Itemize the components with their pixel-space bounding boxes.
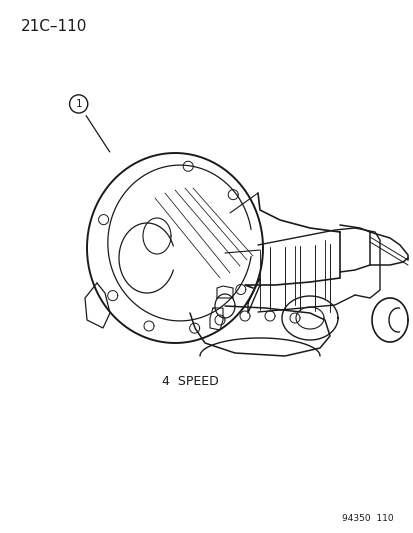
Text: 1: 1 xyxy=(75,99,82,109)
Text: 94350  110: 94350 110 xyxy=(341,514,392,523)
Text: 21C–110: 21C–110 xyxy=(21,19,87,34)
Text: 4  SPEED: 4 SPEED xyxy=(161,375,218,387)
